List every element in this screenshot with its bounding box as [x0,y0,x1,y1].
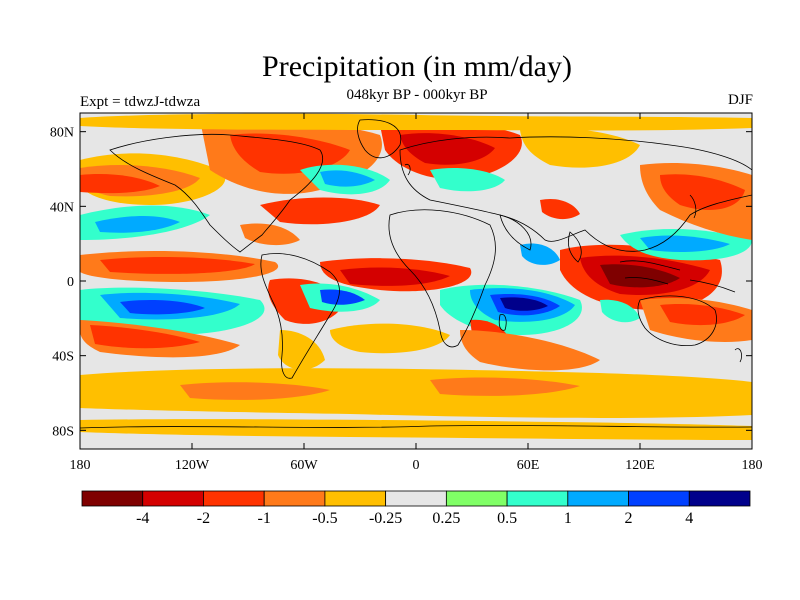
colorbar-level-label: -0.5 [312,510,337,527]
plot-title: Precipitation (in mm/day) [262,50,572,83]
colorbar-level-label: -4 [136,510,149,527]
lat-tick-label: 40S [52,350,74,365]
colorbar-level-label: -0.25 [369,510,402,527]
lon-tick-label: 60E [517,458,540,473]
colorbar-swatch [263,490,326,507]
colorbar-level-label: 2 [625,510,633,527]
colorbar-level-label: 1 [564,510,572,527]
season-label: DJF [727,92,753,108]
lat-tick-label: 80S [52,424,74,439]
colorbar-swatch [81,490,144,507]
colorbar-level-label: 4 [685,510,693,527]
lon-tick-label: 180 [70,458,91,473]
experiment-label: Expt = tdwzJ-tdwza [80,94,201,110]
lat-tick-label: 0 [67,275,74,290]
colorbar-swatch [688,490,751,507]
lon-tick-label: 120E [625,458,655,473]
latitude-axis: 80N 40N 0 40S 80S [50,126,752,439]
colorbar-level-label: -1 [258,510,271,527]
coastlines [80,119,752,429]
lon-tick-label: 60W [290,458,318,473]
lon-tick-label: 0 [413,458,420,473]
lon-tick-label: 120W [175,458,210,473]
lat-tick-label: 40N [50,200,74,215]
colorbar: -4 -2 -1 -0.5 -0.25 0.25 0.5 1 2 4 [81,490,751,527]
colorbar-swatch [506,490,569,507]
lat-tick-label: 80N [50,126,74,141]
colorbar-swatch [203,490,265,507]
colorbar-swatch [142,490,204,507]
colorbar-swatch [324,490,387,507]
colorbar-swatch [385,490,447,507]
lon-tick-label: 180 [742,458,763,473]
colorbar-swatch [628,490,690,507]
colorbar-swatch [445,490,508,507]
colorbar-level-label: 0.25 [432,510,460,527]
longitude-axis: 180 120W 60W 0 60E 120E 180 [70,113,763,473]
plot-subtitle: 048kyr BP - 000kyr BP [346,87,488,103]
colorbar-level-label: -2 [197,510,210,527]
colorbar-level-label: 0.5 [497,510,517,527]
colorbar-swatch [567,490,629,507]
